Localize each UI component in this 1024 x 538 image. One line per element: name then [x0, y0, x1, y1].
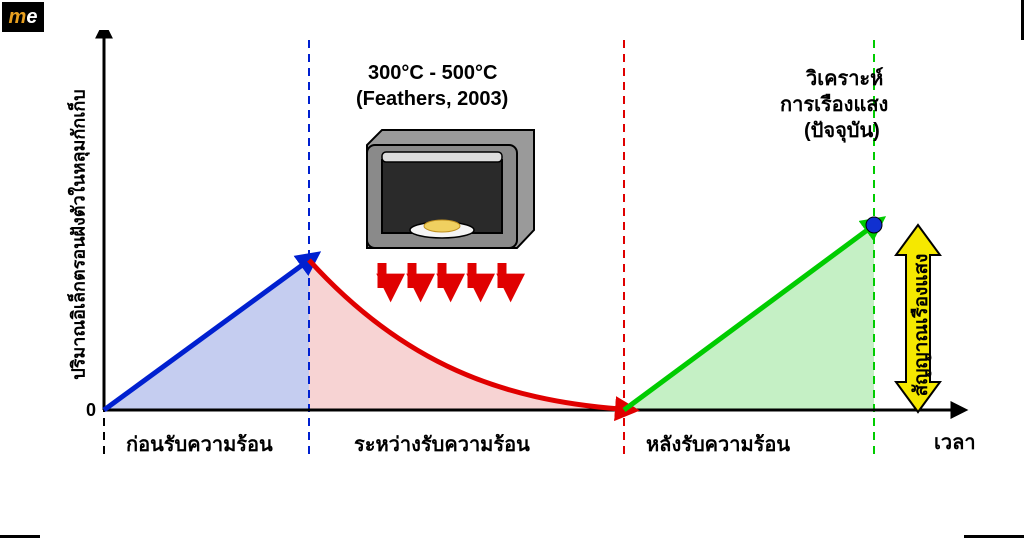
origin-label: 0 [86, 400, 96, 421]
logo-m: m [9, 6, 27, 29]
phase-1-label: ก่อนรับความร้อน [126, 428, 273, 460]
y-axis-label: ปริมาณอิเล็กตรอนฝังตัวในหลุมกักเก็บ [64, 85, 93, 385]
x-axis-label: เวลา [934, 426, 976, 458]
signal-label: สัญญาณเรืองแสง [906, 250, 936, 400]
region-red [309, 260, 624, 410]
temp-label-1: 300°C - 500°C [368, 62, 497, 85]
oven [367, 130, 534, 248]
analysis-dot [866, 217, 882, 233]
logo: me [2, 2, 44, 32]
diagram-stage: ปริมาณอิเล็กตรอนฝังตัวในหลุมกักเก็บ 0 เว… [64, 30, 1004, 500]
heat-arrows [382, 263, 502, 288]
phase-3-label: หลังรับความร้อน [646, 428, 790, 460]
phase-2-label: ระหว่างรับความร้อน [354, 428, 530, 460]
temp-label-2: (Feathers, 2003) [356, 88, 508, 111]
logo-e: e [26, 6, 37, 29]
analysis-label-3: (ปัจจุบัน) [804, 114, 880, 146]
